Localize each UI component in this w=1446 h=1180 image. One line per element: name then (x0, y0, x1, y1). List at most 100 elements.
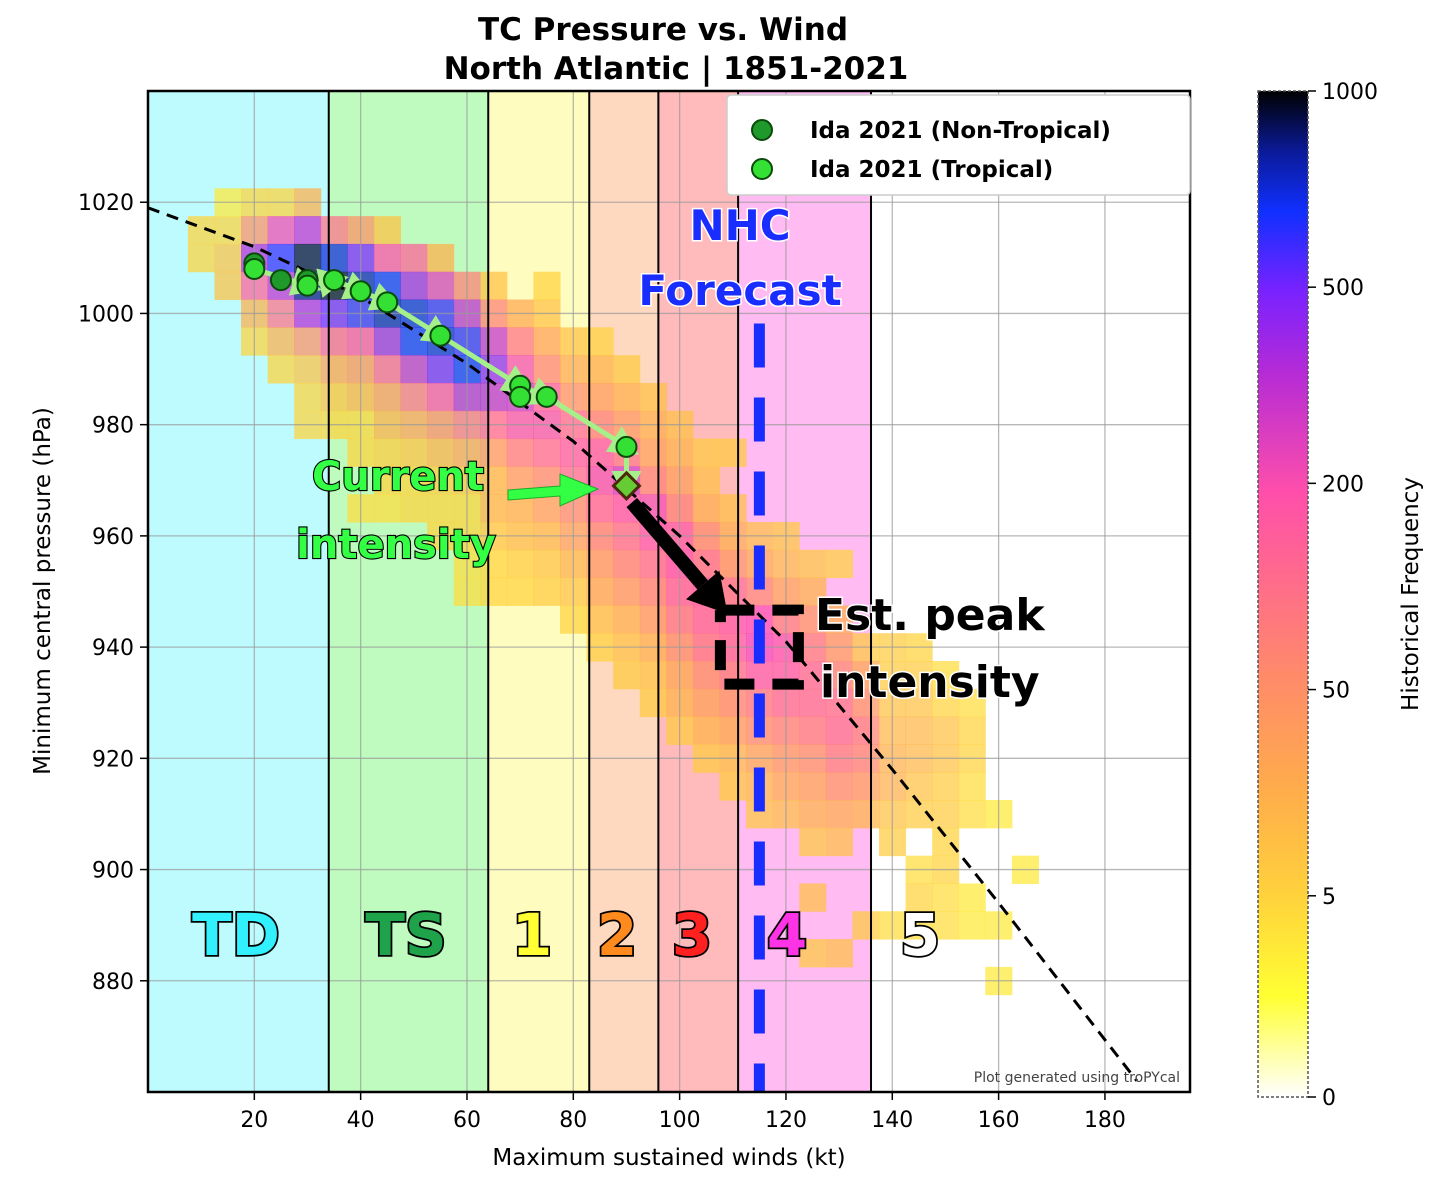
heatmap-cell (958, 911, 986, 940)
heatmap-cell (639, 577, 667, 606)
forecast-arrow-shaft (626, 497, 709, 590)
heatmap-cell (799, 800, 827, 829)
heatmap-cell (506, 549, 534, 579)
heatmap-cell (639, 549, 667, 579)
track-point-tropical (429, 324, 452, 347)
category-label-3: 3 (672, 901, 712, 969)
heatmap-cell (852, 911, 880, 940)
heatmap-cell (852, 800, 880, 829)
heatmap-cell (214, 271, 242, 301)
heatmap-cell (214, 243, 242, 273)
heatmap-cell (639, 688, 667, 718)
heatmap-cell (852, 661, 880, 690)
x-tick-label: 160 (978, 1108, 1020, 1133)
heatmap-cell (825, 661, 853, 690)
heatmap-cell (852, 716, 880, 745)
x-tick-label: 40 (347, 1108, 375, 1133)
nhc-label-line2: Forecast (638, 266, 841, 315)
y-tick-label: 960 (92, 525, 134, 550)
heatmap-cell (480, 494, 508, 523)
chart-title: TC Pressure vs. Wind (478, 12, 848, 48)
heatmap-cell (932, 688, 960, 718)
colorbar-ticks: 0 5 50 200 500 1000 (1308, 80, 1378, 1111)
heatmap-cell (480, 327, 508, 356)
credit-text: Plot generated using troPYcal (974, 1070, 1180, 1086)
heatmap-cell (294, 382, 322, 412)
heatmap-cell (958, 716, 986, 745)
heatmap-cell (932, 800, 960, 829)
heatmap-cell (586, 327, 614, 356)
heatmap-cell (427, 438, 455, 467)
x-tick-label: 80 (559, 1108, 587, 1133)
chart-subtitle: North Atlantic | 1851-2021 (444, 51, 909, 87)
heatmap-cell (400, 494, 428, 523)
heatmap-cell (373, 438, 402, 467)
heatmap-cell (480, 577, 508, 606)
category-label-ts: TS (365, 901, 446, 969)
colorbar-tick-label: 50 (1322, 679, 1350, 704)
heatmap-cell (214, 216, 242, 245)
track-point-tropical (615, 435, 638, 458)
heatmap-cell (719, 549, 747, 579)
colorbar-tick-label: 1000 (1322, 80, 1378, 105)
heatmap-cell (692, 716, 721, 745)
heatmap-cell (825, 800, 853, 829)
x-tick-label: 60 (453, 1108, 481, 1133)
heatmap-cell (373, 466, 402, 495)
legend[interactable]: Ida 2021 (Non-Tropical) Ida 2021 (Tropic… (726, 94, 1191, 196)
heatmap-cell (958, 800, 986, 829)
heatmap-cell (692, 688, 721, 718)
heatmap-cell (400, 382, 428, 412)
x-tick-label: 180 (1084, 1108, 1126, 1133)
track-segment (439, 333, 533, 394)
heatmap-cell (639, 661, 667, 690)
heatmap-cell (373, 327, 402, 356)
x-tick-label: 120 (765, 1108, 807, 1133)
heatmap-cell (320, 327, 348, 356)
heatmap-cell (373, 355, 402, 384)
heatmap-cell (905, 688, 933, 718)
track-point-tropical (349, 280, 372, 303)
colorbar-tick-label: 5 (1322, 885, 1336, 910)
heatmap-cell (533, 438, 561, 467)
heatmap-cell (825, 605, 853, 634)
x-tick-label: 100 (659, 1108, 701, 1133)
current-label-line1: Current (312, 454, 484, 500)
heatmap-cell (533, 494, 561, 523)
heatmap-cell (400, 327, 428, 356)
heatmap-cell (320, 382, 348, 412)
nhc-label-line1: NHC (689, 201, 790, 250)
heatmap-cell (719, 772, 747, 801)
colorbar: 0 5 50 200 500 1000 Historical Frequency (1257, 80, 1424, 1111)
y-tick-label: 940 (92, 636, 134, 661)
heatmap-cell (373, 494, 402, 523)
heatmap-cell (586, 438, 614, 467)
heatmap-cell (480, 382, 508, 412)
heatmap-cell (586, 577, 614, 606)
legend-marker-non-tropical (751, 119, 773, 141)
heatmap-cell (400, 438, 428, 467)
heatmap-cell (958, 772, 986, 801)
y-tick-label: 980 (92, 414, 134, 439)
track-point-tropical (243, 257, 266, 280)
heatmap-cell (613, 661, 641, 690)
heatmap-cell (799, 688, 827, 718)
heatmap-cell (932, 772, 960, 801)
heatmap-cell (932, 716, 960, 745)
heatmap-cell (613, 355, 641, 384)
track-point-tropical (296, 274, 319, 297)
heatmap-cell (905, 716, 933, 745)
current-intensity-annotation: Current intensity (295, 453, 497, 569)
heatmap-cell (533, 271, 561, 301)
y-axis-ticks: 880 900 920 940 960 980 1000 1020 (78, 191, 148, 995)
y-tick-label: 880 (92, 970, 134, 995)
heatmap-cell (427, 382, 455, 412)
colorbar-tick-label: 500 (1322, 276, 1364, 301)
y-tick-label: 1000 (78, 302, 134, 327)
heatmap-cell (586, 605, 614, 634)
heatmap-cell (932, 911, 960, 940)
heatmap-cell (427, 355, 455, 384)
heatmap-cell (533, 549, 561, 579)
heatmap-cell (506, 327, 534, 356)
heatmap-cell (267, 327, 295, 356)
